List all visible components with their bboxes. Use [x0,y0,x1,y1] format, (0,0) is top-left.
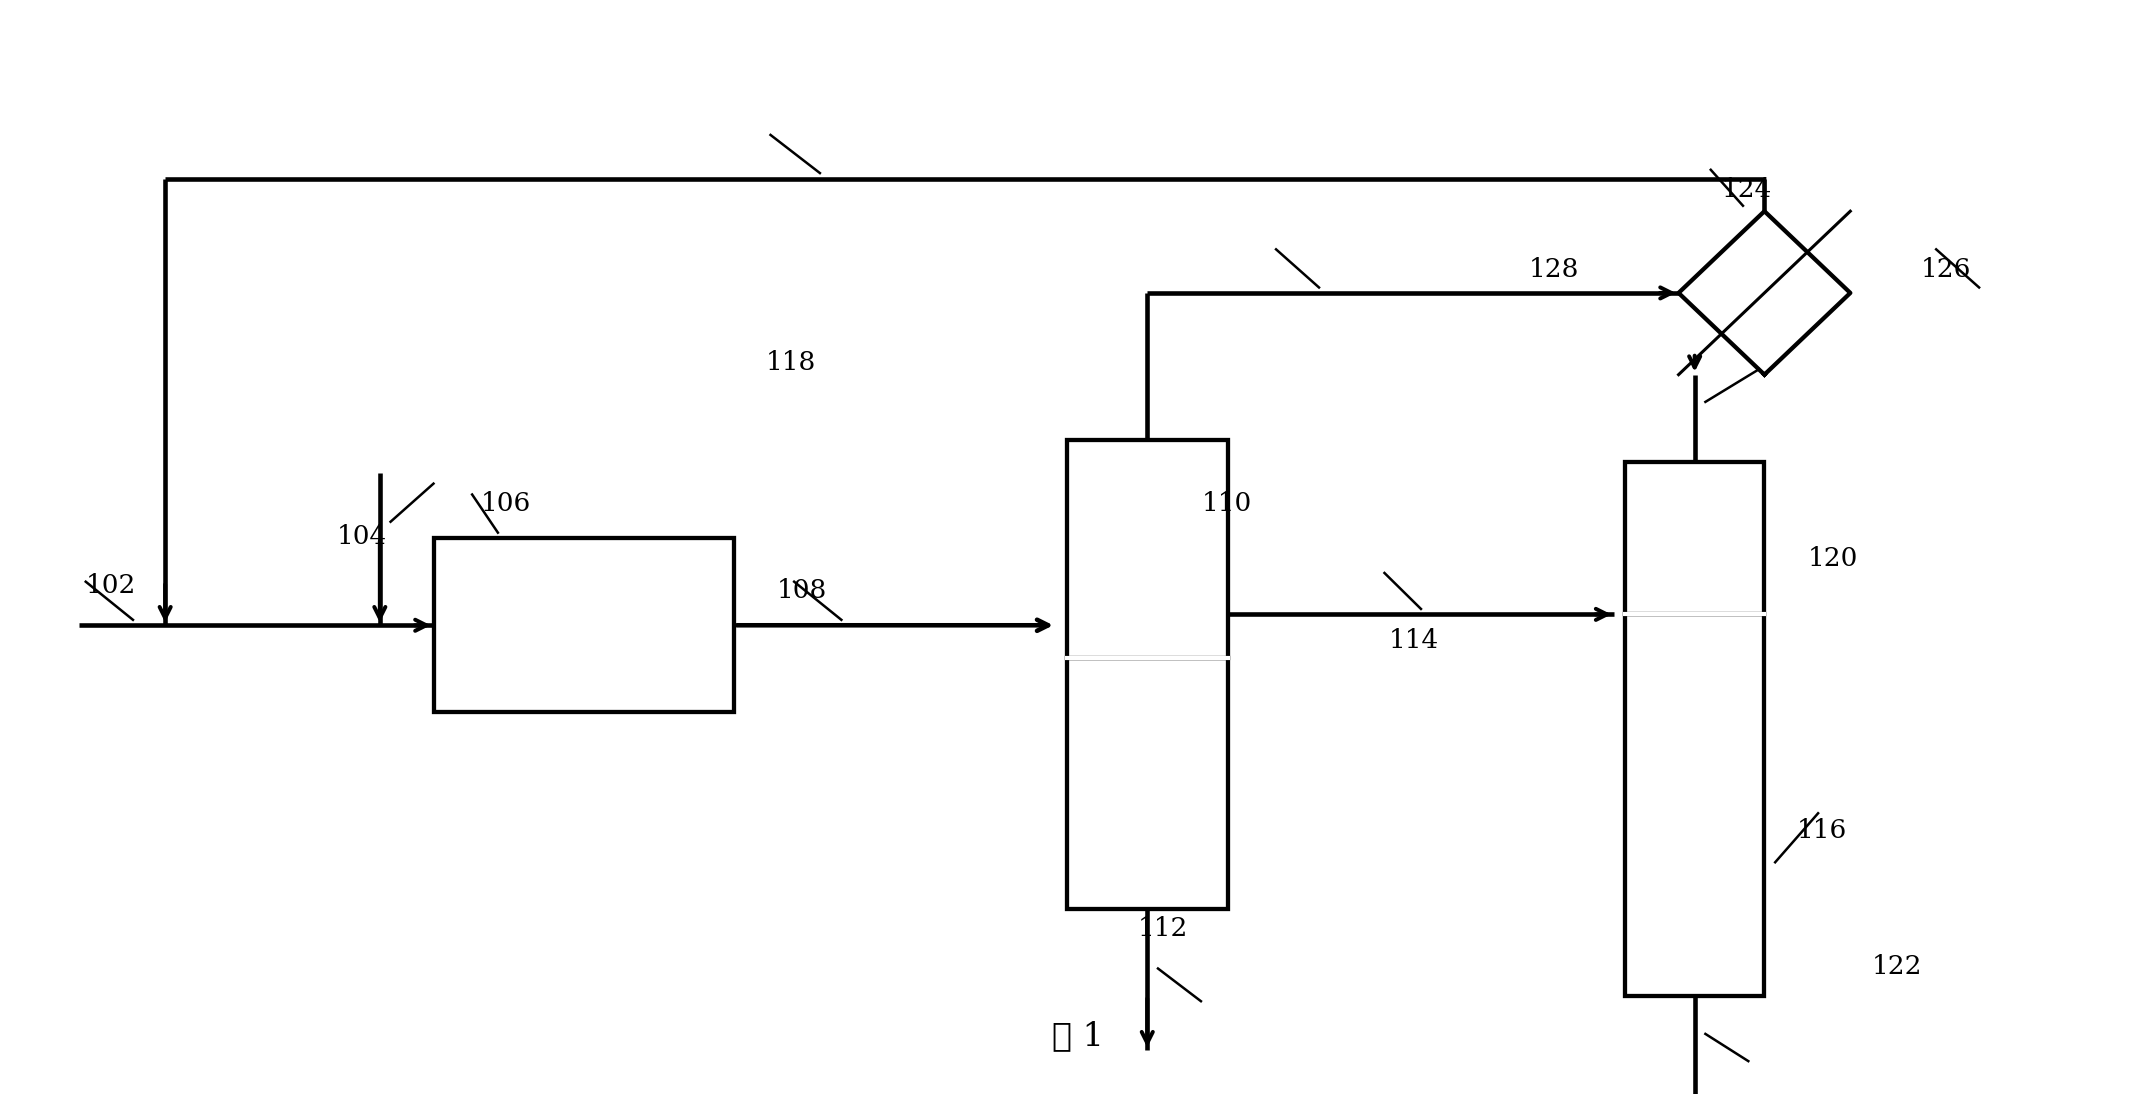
Text: 120: 120 [1808,546,1858,571]
Bar [1625,462,1765,615]
Text: 图 1: 图 1 [1052,1020,1103,1052]
Text: 116: 116 [1797,818,1847,843]
Bar [1625,615,1765,996]
Text: 104: 104 [336,524,388,549]
Text: 114: 114 [1388,628,1440,652]
Text: 122: 122 [1873,954,1922,979]
Text: 110: 110 [1202,491,1252,516]
Bar [1067,658,1228,908]
Text: 102: 102 [86,573,136,598]
Text: 118: 118 [767,349,817,374]
Text: 112: 112 [1138,916,1187,941]
Text: 108: 108 [778,579,828,604]
Bar [433,538,735,713]
Text: 126: 126 [1920,257,1972,282]
Text: 106: 106 [481,491,530,516]
Text: 128: 128 [1528,257,1580,282]
Bar [1067,440,1228,658]
Text: 124: 124 [1722,178,1771,202]
